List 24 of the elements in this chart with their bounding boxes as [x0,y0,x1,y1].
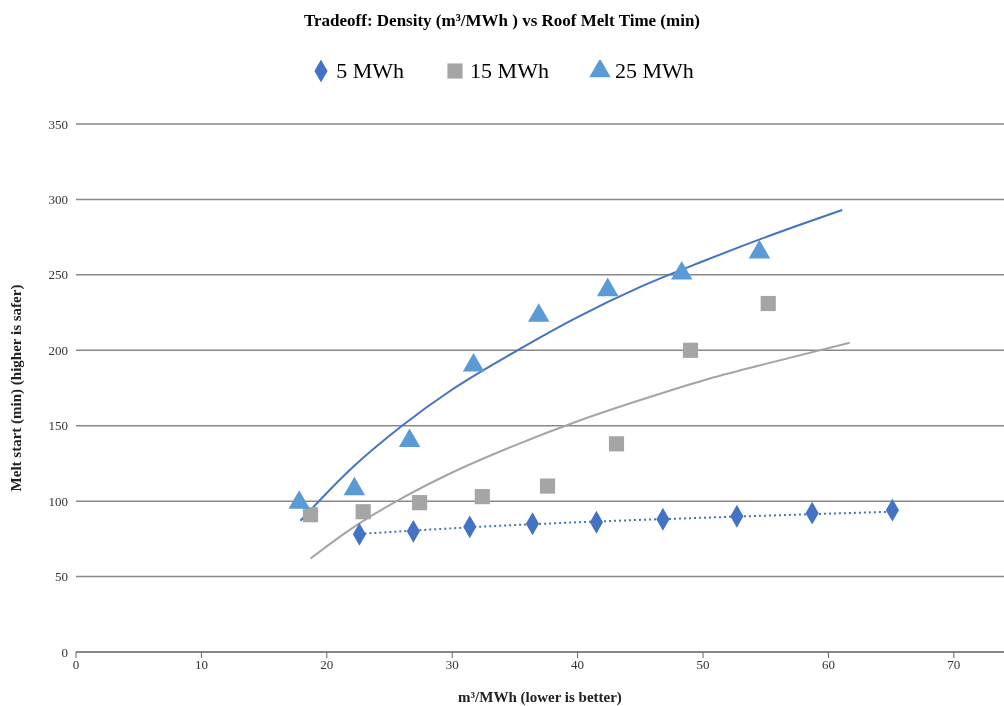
x-tick-label: 50 [696,657,710,673]
y-tick-label: 350 [48,116,68,132]
x-tick-label: 20 [320,657,334,673]
y-tick-label: 0 [61,644,68,660]
y-tick-label: 100 [48,493,68,509]
x-tick-label: 10 [194,657,208,673]
legend-label: 25 MWh [614,58,694,84]
x-axis-title: m³/MWh (lower is better) [458,689,622,706]
y-tick-label: 250 [48,267,68,283]
x-tick-label: 0 [72,657,80,673]
y-tick-label: 150 [48,418,68,434]
x-tick-label: 30 [445,657,459,673]
y-tick-label: 50 [55,569,68,585]
line-series [299,208,844,522]
x-tick-label: 40 [571,657,585,673]
line-series [309,341,851,560]
chart-title: Tradeoff: Density (m³/MWh ) vs Roof Melt Time (min) [303,10,701,32]
x-tick-label: 70 [947,657,961,673]
x-tick-label: 60 [821,657,835,673]
y-tick-label: 300 [48,192,68,208]
legend-label: 15 MWh [470,58,549,84]
legend-label: 5 MWh [336,58,405,84]
y-axis-title: Melt start (min) (higher is safer) [8,284,26,492]
y-tick-label: 200 [48,342,68,358]
